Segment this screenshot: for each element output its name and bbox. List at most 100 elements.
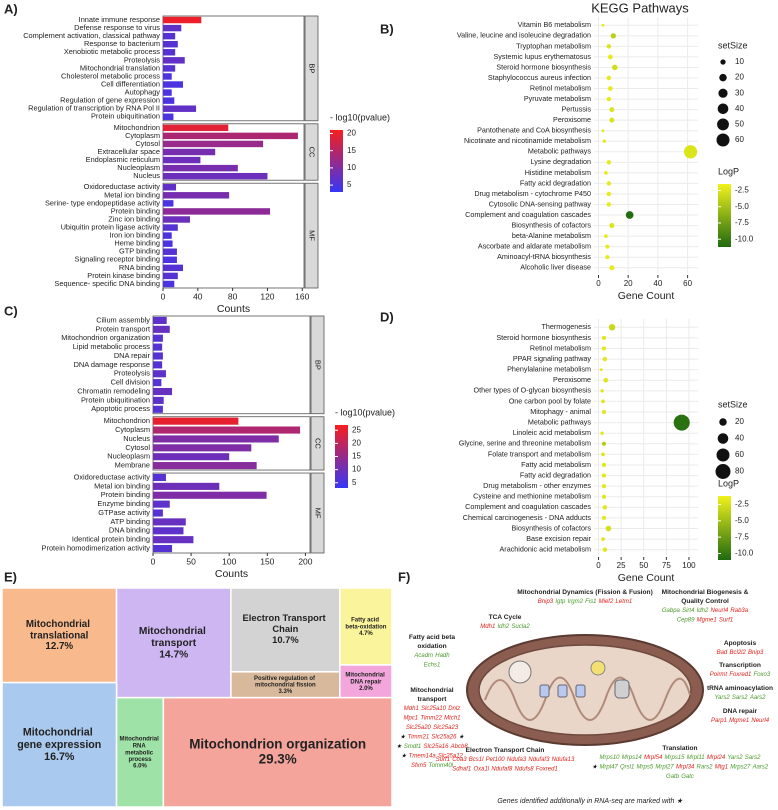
atp-icon	[590, 660, 606, 676]
treemap-label: Mitochondrial translational	[26, 619, 93, 641]
size-legend-dot	[717, 433, 729, 444]
dot	[601, 129, 605, 133]
colorbar-tick-label: -7.5	[735, 218, 749, 227]
gene: Sdhaf1	[452, 766, 471, 772]
panel-label: D)	[380, 309, 394, 324]
y-tick-label: Glycine, serine and threonine metabolism	[459, 439, 591, 448]
size-legend-dot	[716, 448, 730, 462]
group-title: Electron Transport Chain	[466, 747, 545, 754]
bar	[163, 32, 176, 40]
dot	[606, 160, 612, 165]
facet-panel	[152, 315, 311, 415]
bar	[163, 216, 190, 223]
y-tick-label: Protein homodimerization activity	[42, 544, 151, 553]
treemap-tile	[339, 587, 393, 666]
gene: Mpc1	[403, 715, 418, 721]
y-tick-label: Vitamin B6 metabolism	[518, 20, 591, 29]
x-tick-label: 200	[298, 556, 312, 566]
y-tick-label: Cytoplasm	[115, 425, 150, 434]
bar	[153, 379, 162, 387]
gene: Gatc	[681, 774, 694, 780]
y-tick-label: Fatty acid degradation	[520, 178, 591, 187]
gene: Mrpl54	[644, 755, 663, 761]
y-tick-label: Nicotinate and nicotinamide metabolism	[464, 136, 591, 145]
y-tick-label: Staphylococcus aureus infection	[488, 73, 591, 82]
gene-line: ★ Timm21 Slc25a26 ★	[400, 733, 465, 740]
y-tick-label: Sequence- specific DNA binding	[54, 279, 160, 288]
bar	[163, 124, 229, 132]
size-legend-label: 50	[735, 120, 744, 129]
size-legend-label: 20	[735, 417, 744, 426]
y-tick-label: Cell differentiation	[101, 79, 160, 88]
y-tick-label: Metal ion binding	[104, 190, 160, 199]
group-title: Translation	[662, 745, 697, 752]
gene: Slc25a23	[433, 725, 459, 731]
dot	[605, 525, 612, 532]
size-legend-dot	[715, 464, 731, 479]
y-tick-label: GTP binding	[119, 247, 160, 256]
bar	[163, 24, 182, 32]
gene: Mrps14	[622, 755, 643, 761]
gene: Letm1	[616, 599, 633, 605]
colorbar-tick-label: -2.5	[735, 186, 749, 195]
y-tick-label: Systemic lupus erythematosus	[494, 52, 592, 61]
treemap-value-label: 12.7%	[45, 641, 73, 652]
gene: Mrps15	[664, 755, 685, 761]
y-tick-label: Thermogenesis	[541, 322, 591, 331]
gene: Irgm2	[568, 599, 584, 605]
bar	[163, 40, 178, 48]
bar	[163, 156, 201, 164]
size-legend-dot	[719, 418, 727, 426]
y-tick-label: RNA binding	[119, 263, 160, 272]
bar	[163, 164, 238, 172]
x-tick-label: 100	[222, 556, 236, 566]
gene: Idh2	[697, 608, 709, 614]
mitochondrion-illustration	[466, 634, 704, 746]
facet-strip	[304, 123, 319, 181]
bar	[163, 232, 172, 239]
gene: Foxred1	[536, 766, 558, 772]
gene: Cep89	[677, 617, 695, 623]
treemap-label: Positive regulation of mitochondrial fis…	[254, 675, 317, 688]
size-legend-label: 80	[735, 467, 744, 476]
y-tick-label: Cytosolic DNA-sensing pathway	[489, 199, 592, 208]
bar	[153, 509, 163, 517]
gene: Slc25a12	[438, 753, 464, 759]
dot	[606, 75, 612, 81]
treemap-label: Electron Transport Chain	[243, 614, 329, 635]
bar	[153, 417, 239, 425]
y-tick-label: Biosynthesis of cofactors	[512, 220, 592, 229]
dot	[601, 399, 605, 404]
bar	[163, 140, 264, 148]
dot	[607, 86, 613, 91]
bar	[163, 272, 178, 280]
gene: Smdt1	[404, 744, 421, 750]
y-tick-label: Alcoholic liver disease	[520, 263, 591, 272]
bar	[153, 343, 163, 351]
dot	[605, 255, 610, 260]
colorbar	[718, 496, 731, 560]
treemap-value-label: 3.3%	[279, 689, 293, 695]
y-tick-label: One carbon pool by folate	[509, 396, 591, 405]
y-tick-label: Protein ubiquitination	[81, 395, 150, 404]
treemap-value-label: 4.7%	[359, 631, 373, 637]
y-tick-label: Retinol metabolism	[530, 83, 591, 92]
bar	[153, 325, 170, 333]
y-tick-label: Regulation of gene expression	[60, 96, 160, 105]
gene: Ndufaf8	[491, 766, 513, 772]
colorbar	[335, 425, 348, 488]
x-tick-label: 0	[596, 561, 601, 570]
gene-line: Gabpa Sirt4 Idh2 Neurl4 Rab3a	[662, 608, 749, 614]
gene: Mrps10	[600, 755, 621, 761]
y-tick-label: Complement and coagulation cascades	[465, 502, 591, 511]
gene-line: Polrmt Foxred1 Foxo3	[710, 672, 771, 678]
x-axis-label: Counts	[215, 568, 248, 580]
y-tick-label: Complement and coagulation cascades	[465, 210, 591, 219]
facet-strip-label: CC	[314, 438, 323, 449]
gene: ★	[459, 733, 465, 740]
x-tick-label: 150	[260, 556, 274, 566]
y-tick-label: Nucleoplasm	[107, 452, 150, 461]
size-legend-label: 10	[735, 57, 744, 66]
y-tick-label: Linoleic acid metabolism	[513, 428, 591, 437]
gene: Mrpl47	[599, 764, 618, 770]
